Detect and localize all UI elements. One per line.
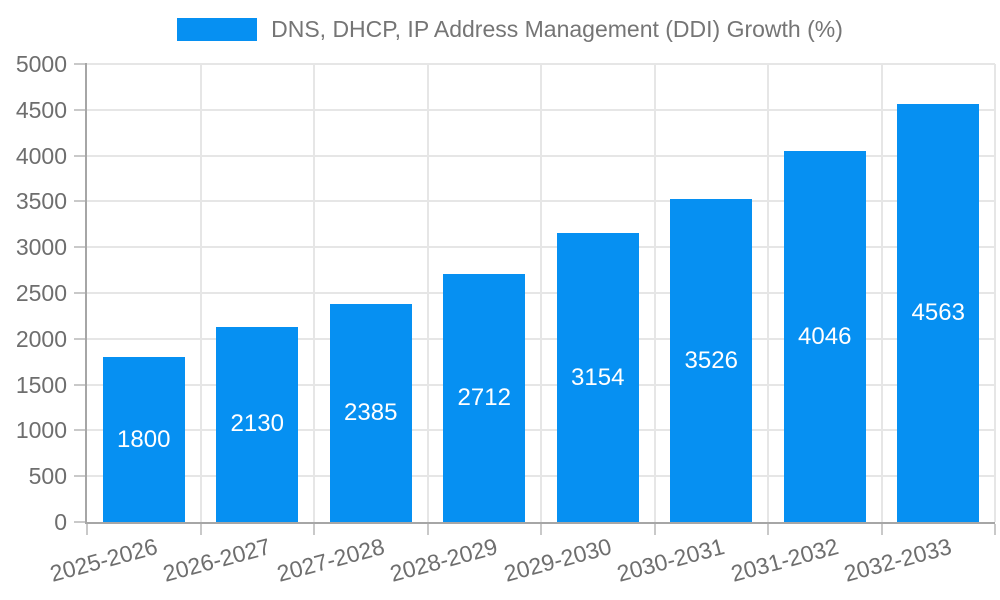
y-tick-mark — [74, 429, 85, 432]
y-tick-mark — [74, 63, 85, 65]
y-tick-label: 3000 — [15, 234, 67, 261]
x-tick-mark — [199, 524, 202, 535]
x-gridline — [313, 64, 315, 522]
x-gridline — [540, 64, 542, 522]
bar: 1800 — [102, 357, 185, 522]
bar-value-label: 2130 — [230, 410, 284, 438]
y-tick-mark — [74, 337, 85, 340]
x-tick-mark — [767, 524, 769, 535]
y-axis-line — [85, 63, 87, 524]
y-tick-label: 2000 — [15, 325, 67, 352]
x-gridline — [653, 64, 656, 522]
bar: 2385 — [329, 303, 412, 522]
bar: 3154 — [556, 233, 639, 522]
bar-value-label: 2385 — [344, 398, 398, 426]
bar-value-label: 3526 — [684, 346, 738, 374]
y-tick-mark — [74, 108, 85, 111]
y-tick-label: 1500 — [15, 371, 67, 398]
y-tick-label: 500 — [28, 463, 67, 490]
y-tick-label: 2500 — [15, 280, 67, 306]
bar-value-label: 4046 — [798, 322, 852, 350]
x-gridline — [880, 64, 883, 522]
bar-value-label: 4563 — [911, 299, 965, 327]
bar: 2130 — [216, 326, 299, 522]
y-tick-mark — [74, 475, 85, 478]
x-tick-mark — [994, 524, 996, 535]
x-tick-mark — [86, 524, 88, 535]
plot-area: 0 500 1000 1500 2000 2500 3000 3500 4000 4500 5000… — [16, 53, 996, 587]
y-tick-mark — [74, 383, 85, 386]
x-axis-line — [85, 522, 995, 524]
bar-value-label: 3154 — [571, 363, 625, 391]
chart-title: DNS, DHCP, IP Address Management (DDI) G… — [271, 16, 843, 42]
y-tick-mark — [74, 292, 85, 294]
bar: 2712 — [443, 273, 526, 522]
x-tick-mark — [313, 524, 315, 535]
y-tick-label: 0 — [54, 509, 67, 535]
x-gridline — [426, 64, 429, 522]
bar: 4563 — [897, 104, 980, 522]
bar: 3526 — [670, 199, 753, 522]
y-tick-label: 5000 — [15, 51, 67, 77]
y-tick-mark — [74, 521, 85, 523]
y-tick-mark — [74, 246, 85, 249]
x-tick-mark — [540, 524, 542, 535]
y-tick-label: 1000 — [15, 417, 67, 444]
x-gridline — [199, 64, 202, 522]
y-tick-label: 3500 — [15, 188, 67, 215]
y-tick-mark — [74, 200, 85, 203]
bar-value-label: 1800 — [117, 425, 171, 453]
y-tick-mark — [74, 154, 85, 157]
bar-value-label: 2712 — [457, 383, 511, 411]
bar: 4046 — [783, 151, 866, 522]
y-tick-label: 4500 — [15, 96, 67, 123]
x-gridline — [767, 64, 769, 522]
chart-legend: DNS, DHCP, IP Address Management (DDI) G… — [0, 16, 1000, 42]
x-tick-mark — [880, 524, 883, 535]
x-tick-mark — [426, 524, 429, 535]
x-gridline — [994, 64, 996, 522]
y-tick-label: 4000 — [15, 142, 67, 169]
legend-swatch-icon — [177, 18, 258, 42]
x-tick-mark — [653, 524, 656, 535]
